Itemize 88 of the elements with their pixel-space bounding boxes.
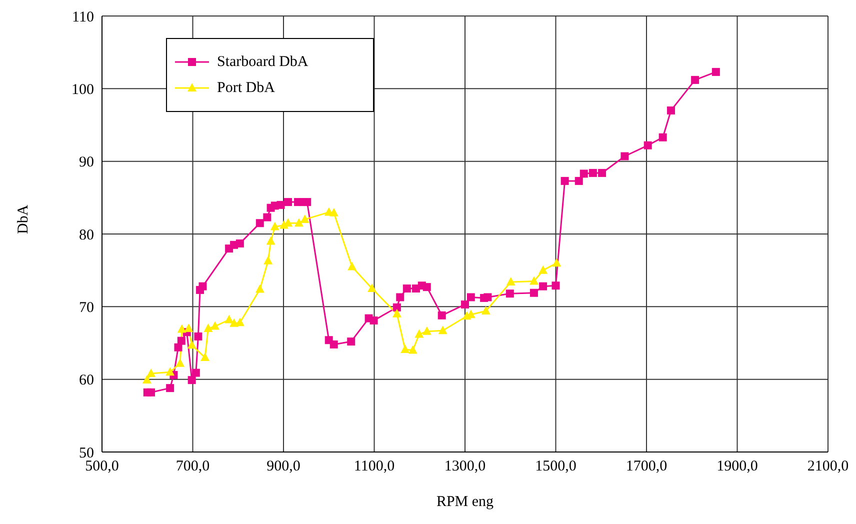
- point: [210, 321, 220, 330]
- point: [264, 256, 273, 264]
- point: [184, 323, 194, 332]
- y-tick-label: 50: [79, 445, 94, 462]
- point: [588, 168, 597, 177]
- point: [484, 293, 492, 302]
- point: [408, 345, 418, 354]
- point: [330, 340, 338, 348]
- point: [256, 219, 264, 228]
- point: [142, 375, 152, 384]
- point: [329, 208, 338, 216]
- legend-label: Port DbA: [217, 79, 275, 98]
- point: [667, 106, 676, 114]
- y-axis-title: DbA: [15, 204, 32, 234]
- point: [188, 376, 196, 384]
- point: [370, 316, 378, 324]
- legend-label: Starboard DbA: [217, 53, 308, 72]
- point: [530, 288, 538, 297]
- point: [146, 368, 156, 378]
- point: [691, 76, 700, 84]
- x-tick-label: 700,0: [176, 458, 210, 475]
- point: [422, 326, 432, 335]
- point: [712, 68, 720, 76]
- point: [598, 168, 606, 177]
- point: [348, 262, 357, 270]
- y-tick-label: 110: [72, 9, 94, 26]
- point: [263, 213, 272, 222]
- point: [438, 326, 448, 334]
- point: [294, 218, 304, 227]
- x-axis-title: RPM eng: [436, 494, 494, 510]
- point: [284, 198, 292, 206]
- point: [204, 323, 213, 332]
- point: [255, 284, 264, 293]
- point: [396, 293, 404, 302]
- point: [461, 300, 469, 308]
- point: [658, 133, 667, 142]
- point: [300, 214, 310, 223]
- y-tick-label: 60: [79, 372, 94, 389]
- x-tick-label: 1100,0: [354, 458, 395, 475]
- point: [347, 338, 356, 346]
- point: [392, 303, 401, 312]
- point: [177, 336, 186, 345]
- y-tick-label: 90: [79, 154, 94, 171]
- point: [392, 308, 402, 318]
- point: [529, 276, 538, 285]
- point: [147, 388, 156, 396]
- point: [620, 152, 629, 160]
- point: [422, 283, 431, 292]
- point: [574, 176, 583, 185]
- point: [266, 236, 276, 245]
- y-tick-label: 100: [72, 82, 94, 98]
- point: [481, 306, 490, 315]
- y-tick-label: 70: [79, 300, 94, 316]
- point: [166, 384, 174, 392]
- point: [166, 367, 175, 376]
- point: [367, 284, 376, 292]
- point: [236, 239, 244, 248]
- point: [177, 324, 186, 333]
- x-tick-label: 1300,0: [444, 458, 486, 475]
- point: [303, 198, 312, 206]
- point: [539, 282, 548, 290]
- point: [402, 284, 411, 292]
- point: [270, 222, 280, 230]
- point: [538, 265, 548, 274]
- point: [644, 141, 652, 150]
- point: [438, 311, 446, 320]
- x-tick-label: 900,0: [266, 458, 300, 475]
- point: [187, 340, 196, 349]
- x-tick-label: 1500,0: [535, 458, 576, 475]
- point: [414, 329, 424, 338]
- point: [552, 258, 562, 267]
- point: [506, 276, 516, 286]
- x-tick-label: 1700,0: [626, 458, 668, 475]
- point: [192, 368, 200, 377]
- point: [552, 282, 560, 290]
- point: [466, 293, 475, 302]
- point: [506, 290, 514, 298]
- point: [580, 170, 588, 178]
- point: [194, 332, 202, 340]
- point: [230, 318, 239, 327]
- x-tick-label: 500,0: [85, 458, 119, 475]
- x-tick-label: 1900,0: [716, 458, 758, 475]
- x-tick-label: 2100,0: [807, 458, 849, 475]
- point: [198, 282, 207, 290]
- point: [400, 344, 410, 354]
- point: [560, 176, 569, 185]
- point: [200, 352, 210, 362]
- y-tick-label: 80: [79, 227, 94, 244]
